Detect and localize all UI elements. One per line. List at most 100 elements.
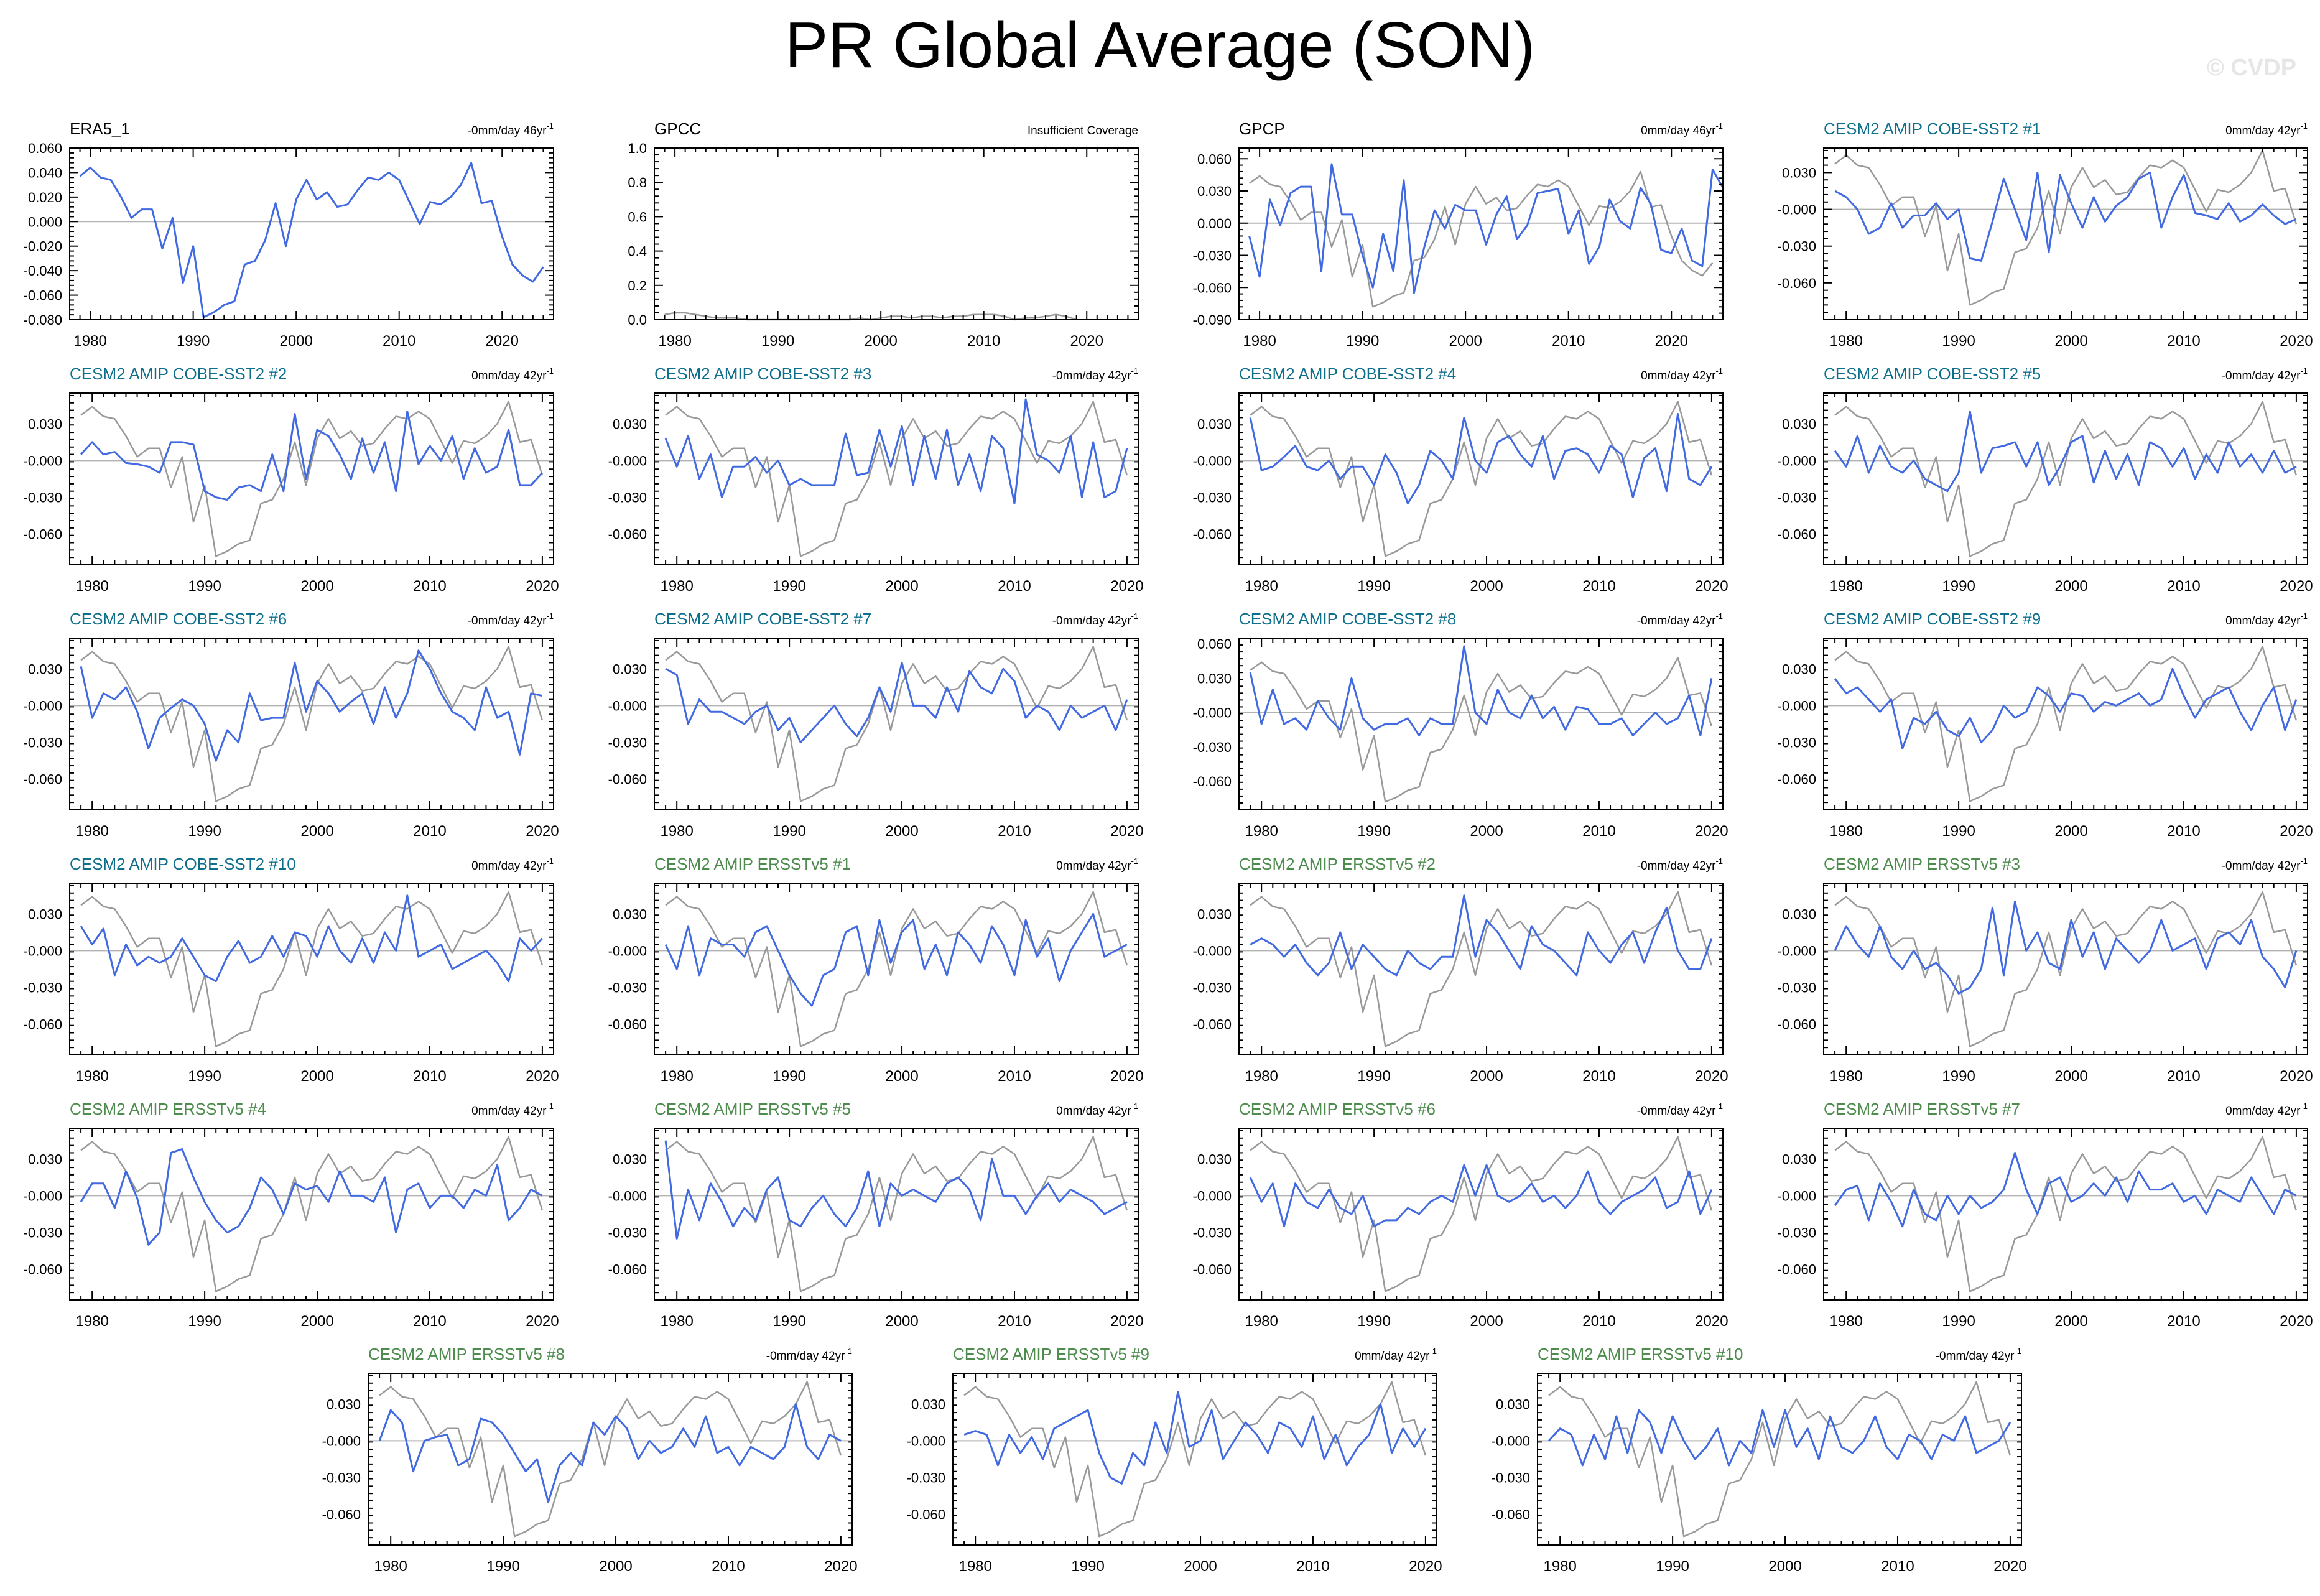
x-tick-label: 1980 <box>1245 1068 1278 1085</box>
trend-exponent: -1 <box>1131 611 1138 621</box>
x-tick-label: 2010 <box>1582 1068 1615 1085</box>
x-tick-label: 2010 <box>2167 823 2200 840</box>
y-tick-label: -0.000 <box>1778 1188 1816 1204</box>
simulated-series-line <box>1834 1151 2297 1228</box>
y-tick-label: -0.060 <box>1778 276 1816 291</box>
panel-trend: 0mm/day 46yr-1 <box>1641 121 1723 137</box>
trend-exponent: -1 <box>546 856 554 866</box>
y-tick-label: 0.0 <box>628 312 647 328</box>
x-tick-label: 2000 <box>1768 1558 1801 1575</box>
x-tick-label: 2020 <box>2280 1068 2313 1085</box>
plot-frame <box>1238 392 1724 565</box>
panel-title: CESM2 AMIP ERSSTv5 #6 <box>1239 1100 1436 1118</box>
x-tick-label: 2000 <box>300 1313 333 1330</box>
x-tick-label: 2000 <box>599 1558 632 1575</box>
simulated-series-line <box>79 162 544 318</box>
y-tick-label: -0.060 <box>1778 772 1816 787</box>
x-tick-label: 1980 <box>660 823 693 840</box>
x-tick-label: 2020 <box>486 333 519 350</box>
y-tick-label: -0.090 <box>1193 312 1232 328</box>
y-tick-label: -0.020 <box>24 239 62 254</box>
x-tick-label: 1990 <box>1942 578 1975 595</box>
x-tick-label: 2010 <box>2167 1313 2200 1330</box>
x-tick-label: 2020 <box>526 1313 559 1330</box>
observed-reference-line <box>80 401 544 557</box>
observed-reference-line <box>665 1136 1128 1292</box>
panel-title: CESM2 AMIP COBE-SST2 #5 <box>1824 364 2041 383</box>
chart-panel: CESM2 AMIP COBE-SST2 #4 0mm/day 42yr-1 198… <box>1193 364 1728 595</box>
panel-title: CESM2 AMIP ERSSTv5 #10 <box>1538 1345 1743 1363</box>
observed-reference-line <box>1248 170 1714 308</box>
x-tick-label: 1990 <box>761 333 794 350</box>
observed-reference-line <box>379 1381 842 1538</box>
y-tick-label: 0.2 <box>628 278 647 294</box>
x-tick-label: 2000 <box>1449 333 1482 350</box>
y-tick-label: -0.000 <box>1193 1188 1232 1204</box>
y-tick-label: -0.060 <box>1778 1017 1816 1032</box>
panel-trend: -0mm/day 42yr-1 <box>1052 366 1138 383</box>
x-tick-label: 2010 <box>712 1558 745 1575</box>
panel-title: CESM2 AMIP COBE-SST2 #6 <box>70 610 287 628</box>
y-tick-label: 0.030 <box>1197 416 1232 432</box>
trend-exponent: -1 <box>1715 366 1723 376</box>
y-tick-label: -0.030 <box>1778 735 1816 751</box>
y-tick-label: -0.000 <box>1193 943 1232 958</box>
plot-frame <box>1823 638 2308 810</box>
y-tick-label: 0.030 <box>1496 1396 1530 1412</box>
x-tick-label: 2000 <box>2054 333 2087 350</box>
chart-panel: CESM2 AMIP ERSSTv5 #8 -0mm/day 42yr-1 1980… <box>322 1345 858 1575</box>
x-tick-label: 1980 <box>75 578 108 595</box>
y-tick-label: 0.000 <box>1197 216 1232 231</box>
simulated-series-line <box>1834 667 2298 749</box>
chart-panel: CESM2 AMIP ERSSTv5 #5 0mm/day 42yr-1 1980 1… <box>608 1100 1144 1330</box>
x-tick-label: 2000 <box>2054 823 2087 840</box>
x-tick-label: 1980 <box>1829 1068 1862 1085</box>
y-tick-label: 0.6 <box>628 209 647 225</box>
panel-title: CESM2 AMIP ERSSTv5 #9 <box>953 1345 1149 1363</box>
x-tick-label: 1990 <box>188 578 221 595</box>
y-tick-label: -0.000 <box>1492 1433 1530 1449</box>
chart-panel: CESM2 AMIP COBE-SST2 #8 -0mm/day 42yr-1 19… <box>1193 610 1728 840</box>
plot-frame <box>654 1128 1139 1301</box>
panel-title: CESM2 AMIP COBE-SST2 #10 <box>70 855 296 873</box>
y-tick-label: 0.030 <box>1782 165 1816 180</box>
x-tick-label: 2000 <box>2054 1313 2087 1330</box>
chart-panel: CESM2 AMIP ERSSTv5 #9 0mm/day 42yr-1 1980 1… <box>907 1345 1442 1575</box>
y-tick-label: -0.000 <box>24 1188 62 1204</box>
plot-frame <box>1238 147 1724 320</box>
y-tick-label: -0.080 <box>24 312 62 328</box>
x-tick-label: 1990 <box>1942 333 1975 350</box>
plot-frame <box>1823 1128 2308 1301</box>
x-tick-label: 1980 <box>1243 333 1276 350</box>
simulated-series-line <box>80 411 544 501</box>
panel-trend: 0mm/day 42yr-1 <box>1641 366 1723 383</box>
x-tick-label: 1990 <box>486 1558 519 1575</box>
y-tick-label: -0.030 <box>608 490 647 506</box>
trend-exponent: -1 <box>2300 856 2308 866</box>
x-tick-label: 1990 <box>1071 1558 1104 1575</box>
simulated-series-line <box>80 649 543 762</box>
panel-trend: -0mm/day 42yr-1 <box>1052 611 1138 628</box>
x-tick-label: 2020 <box>1070 333 1103 350</box>
chart-panel: CESM2 AMIP COBE-SST2 #1 0mm/day 42yr-1 198… <box>1778 119 2313 350</box>
panel-title: CESM2 AMIP ERSSTv5 #8 <box>368 1345 565 1363</box>
y-tick-label: -0.060 <box>608 527 647 542</box>
y-tick-label: -0.030 <box>608 1225 647 1241</box>
panel-trend: -0mm/day 42yr-1 <box>1637 1102 1723 1118</box>
simulated-series-line <box>1834 411 2297 493</box>
x-tick-label: 1980 <box>1829 578 1862 595</box>
observed-reference-line <box>1548 1381 2011 1538</box>
y-tick-label: 0.030 <box>327 1396 361 1412</box>
x-tick-label: 2020 <box>2280 1313 2313 1330</box>
chart-panel: CESM2 AMIP ERSSTv5 #2 -0mm/day 42yr-1 1980… <box>1193 855 1728 1085</box>
trend-exponent: -1 <box>1131 366 1138 376</box>
panel-trend: 0mm/day 42yr-1 <box>1056 1102 1138 1118</box>
y-tick-label: -0.060 <box>1778 527 1816 542</box>
trend-exponent: -1 <box>1715 1102 1723 1111</box>
x-tick-label: 2010 <box>998 1313 1031 1330</box>
plot-frame <box>1238 883 1724 1055</box>
y-tick-label: 0.030 <box>613 661 647 677</box>
trend-exponent: -1 <box>845 1347 852 1356</box>
chart-panel: CESM2 AMIP ERSSTv5 #1 0mm/day 42yr-1 1980 1… <box>608 855 1144 1085</box>
